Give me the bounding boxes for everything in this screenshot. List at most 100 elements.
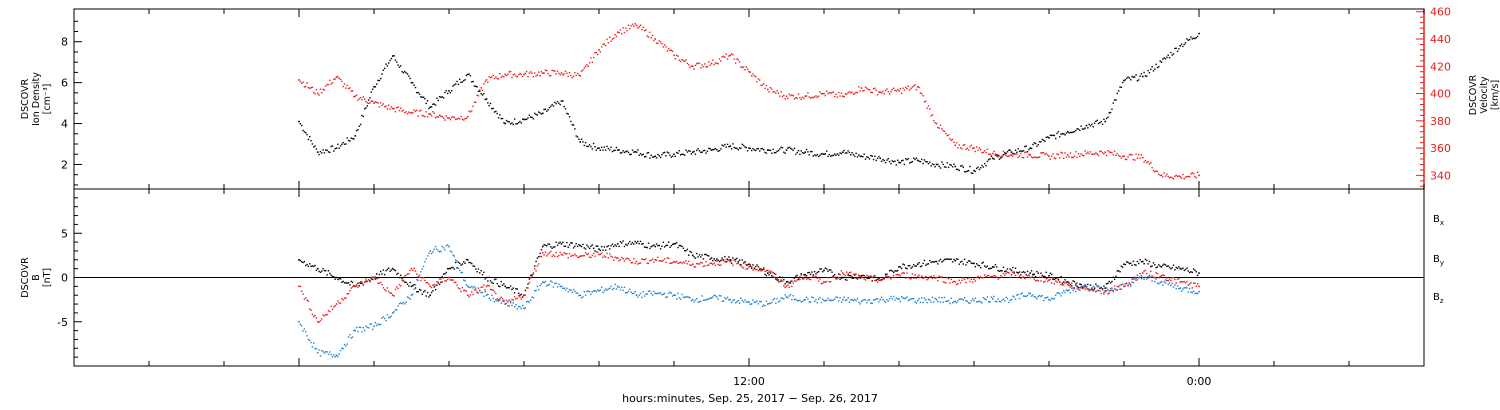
- by-dot: [1054, 294, 1057, 296]
- bx-dot: [483, 271, 485, 274]
- density-dot: [689, 150, 691, 152]
- density-dot: [642, 153, 644, 156]
- bz-dot: [714, 264, 717, 266]
- velocity-dot: [310, 86, 312, 89]
- bx-dot: [775, 278, 777, 280]
- density-dot: [850, 154, 852, 156]
- velocity-dot: [781, 95, 784, 98]
- by-point: [879, 298, 882, 301]
- density-point: [823, 153, 825, 156]
- bz-dot: [1075, 282, 1077, 285]
- by-dot: [492, 297, 494, 300]
- velocity-dot: [479, 89, 481, 91]
- density-dot: [724, 143, 726, 146]
- bx-dot: [927, 263, 930, 265]
- by-dot: [398, 303, 401, 305]
- velocity-dot: [864, 86, 867, 88]
- by-dot: [801, 300, 804, 303]
- velocity-dot: [307, 86, 310, 89]
- bz-dot: [981, 277, 983, 279]
- bx-dot: [934, 260, 936, 263]
- by-point: [823, 299, 825, 302]
- bx-dot: [487, 280, 489, 282]
- velocity-dot: [904, 86, 907, 89]
- bz-dot: [882, 278, 884, 280]
- bz-dot: [302, 293, 304, 295]
- density-dot: [576, 136, 579, 138]
- bx-dot: [693, 256, 695, 258]
- b-axis-label-line: DSCOVR: [20, 257, 31, 298]
- by-dot: [386, 314, 389, 316]
- by-point: [635, 294, 638, 296]
- by-dot: [358, 326, 360, 328]
- velocity-dot: [899, 87, 902, 90]
- velocity-dot: [309, 87, 311, 90]
- bx-dot: [611, 243, 614, 246]
- bx-dot: [709, 258, 711, 261]
- by-dot: [757, 303, 760, 305]
- x-tick-label: 12:00: [733, 375, 765, 388]
- density-dot: [349, 140, 351, 142]
- bz-point: [410, 267, 413, 270]
- by-dot: [646, 293, 648, 295]
- bz-dot: [989, 276, 991, 278]
- velocity-dot: [1026, 156, 1029, 158]
- bx-dot: [776, 279, 778, 281]
- bx-dot: [844, 278, 847, 281]
- velocity-dot: [353, 96, 355, 98]
- velocity-dot: [1109, 151, 1112, 154]
- density-dot: [566, 112, 568, 115]
- by-dot: [363, 329, 366, 332]
- bz-dot: [428, 283, 430, 285]
- velocity-dot: [712, 59, 714, 61]
- by-dot: [580, 296, 583, 299]
- bz-dot: [752, 269, 754, 271]
- bz-dot: [1182, 280, 1184, 283]
- bz-dot: [745, 268, 748, 270]
- velocity-dot: [570, 74, 572, 77]
- bx-dot: [638, 242, 640, 245]
- by-dot: [1009, 299, 1011, 302]
- bx-dot: [517, 292, 520, 295]
- bx-dot: [977, 264, 979, 267]
- bx-dot: [888, 269, 891, 272]
- density-dot: [1105, 117, 1108, 120]
- bx-dot: [444, 273, 446, 275]
- by-dot: [759, 300, 761, 303]
- density-dot: [951, 166, 954, 168]
- velocity-dot: [539, 75, 541, 77]
- bx-dot: [657, 244, 659, 247]
- velocity-dot: [725, 53, 727, 55]
- density-dot: [978, 168, 981, 171]
- bz-dot: [854, 273, 856, 275]
- density-dot: [793, 147, 796, 150]
- by-dot: [1191, 291, 1194, 294]
- bx-dot: [696, 252, 698, 255]
- velocity-point: [654, 38, 657, 40]
- density-dot: [937, 163, 939, 166]
- density-dot: [943, 166, 946, 168]
- bz-dot: [400, 285, 402, 287]
- density-dot: [752, 147, 754, 150]
- bz-dot: [930, 275, 932, 278]
- velocity-dot: [859, 90, 861, 92]
- density-dot: [499, 114, 501, 116]
- bx-dot: [681, 245, 683, 248]
- bx-dot: [595, 245, 598, 247]
- bx-dot: [962, 263, 964, 265]
- density-dot: [1184, 42, 1187, 44]
- density-dot: [300, 124, 303, 127]
- density-dot: [382, 69, 385, 71]
- bz-dot: [717, 263, 719, 266]
- velocity-dot: [871, 91, 873, 94]
- by-dot: [1093, 289, 1096, 291]
- velocity-dot: [1076, 156, 1078, 159]
- density-dot: [896, 159, 899, 162]
- bx-dot: [566, 241, 568, 244]
- velocity-dot: [584, 65, 587, 68]
- bx-dot: [375, 273, 378, 275]
- velocity-dot: [1033, 156, 1035, 158]
- bz-dot: [459, 288, 461, 290]
- by-dot: [330, 353, 332, 356]
- by-dot: [781, 297, 784, 300]
